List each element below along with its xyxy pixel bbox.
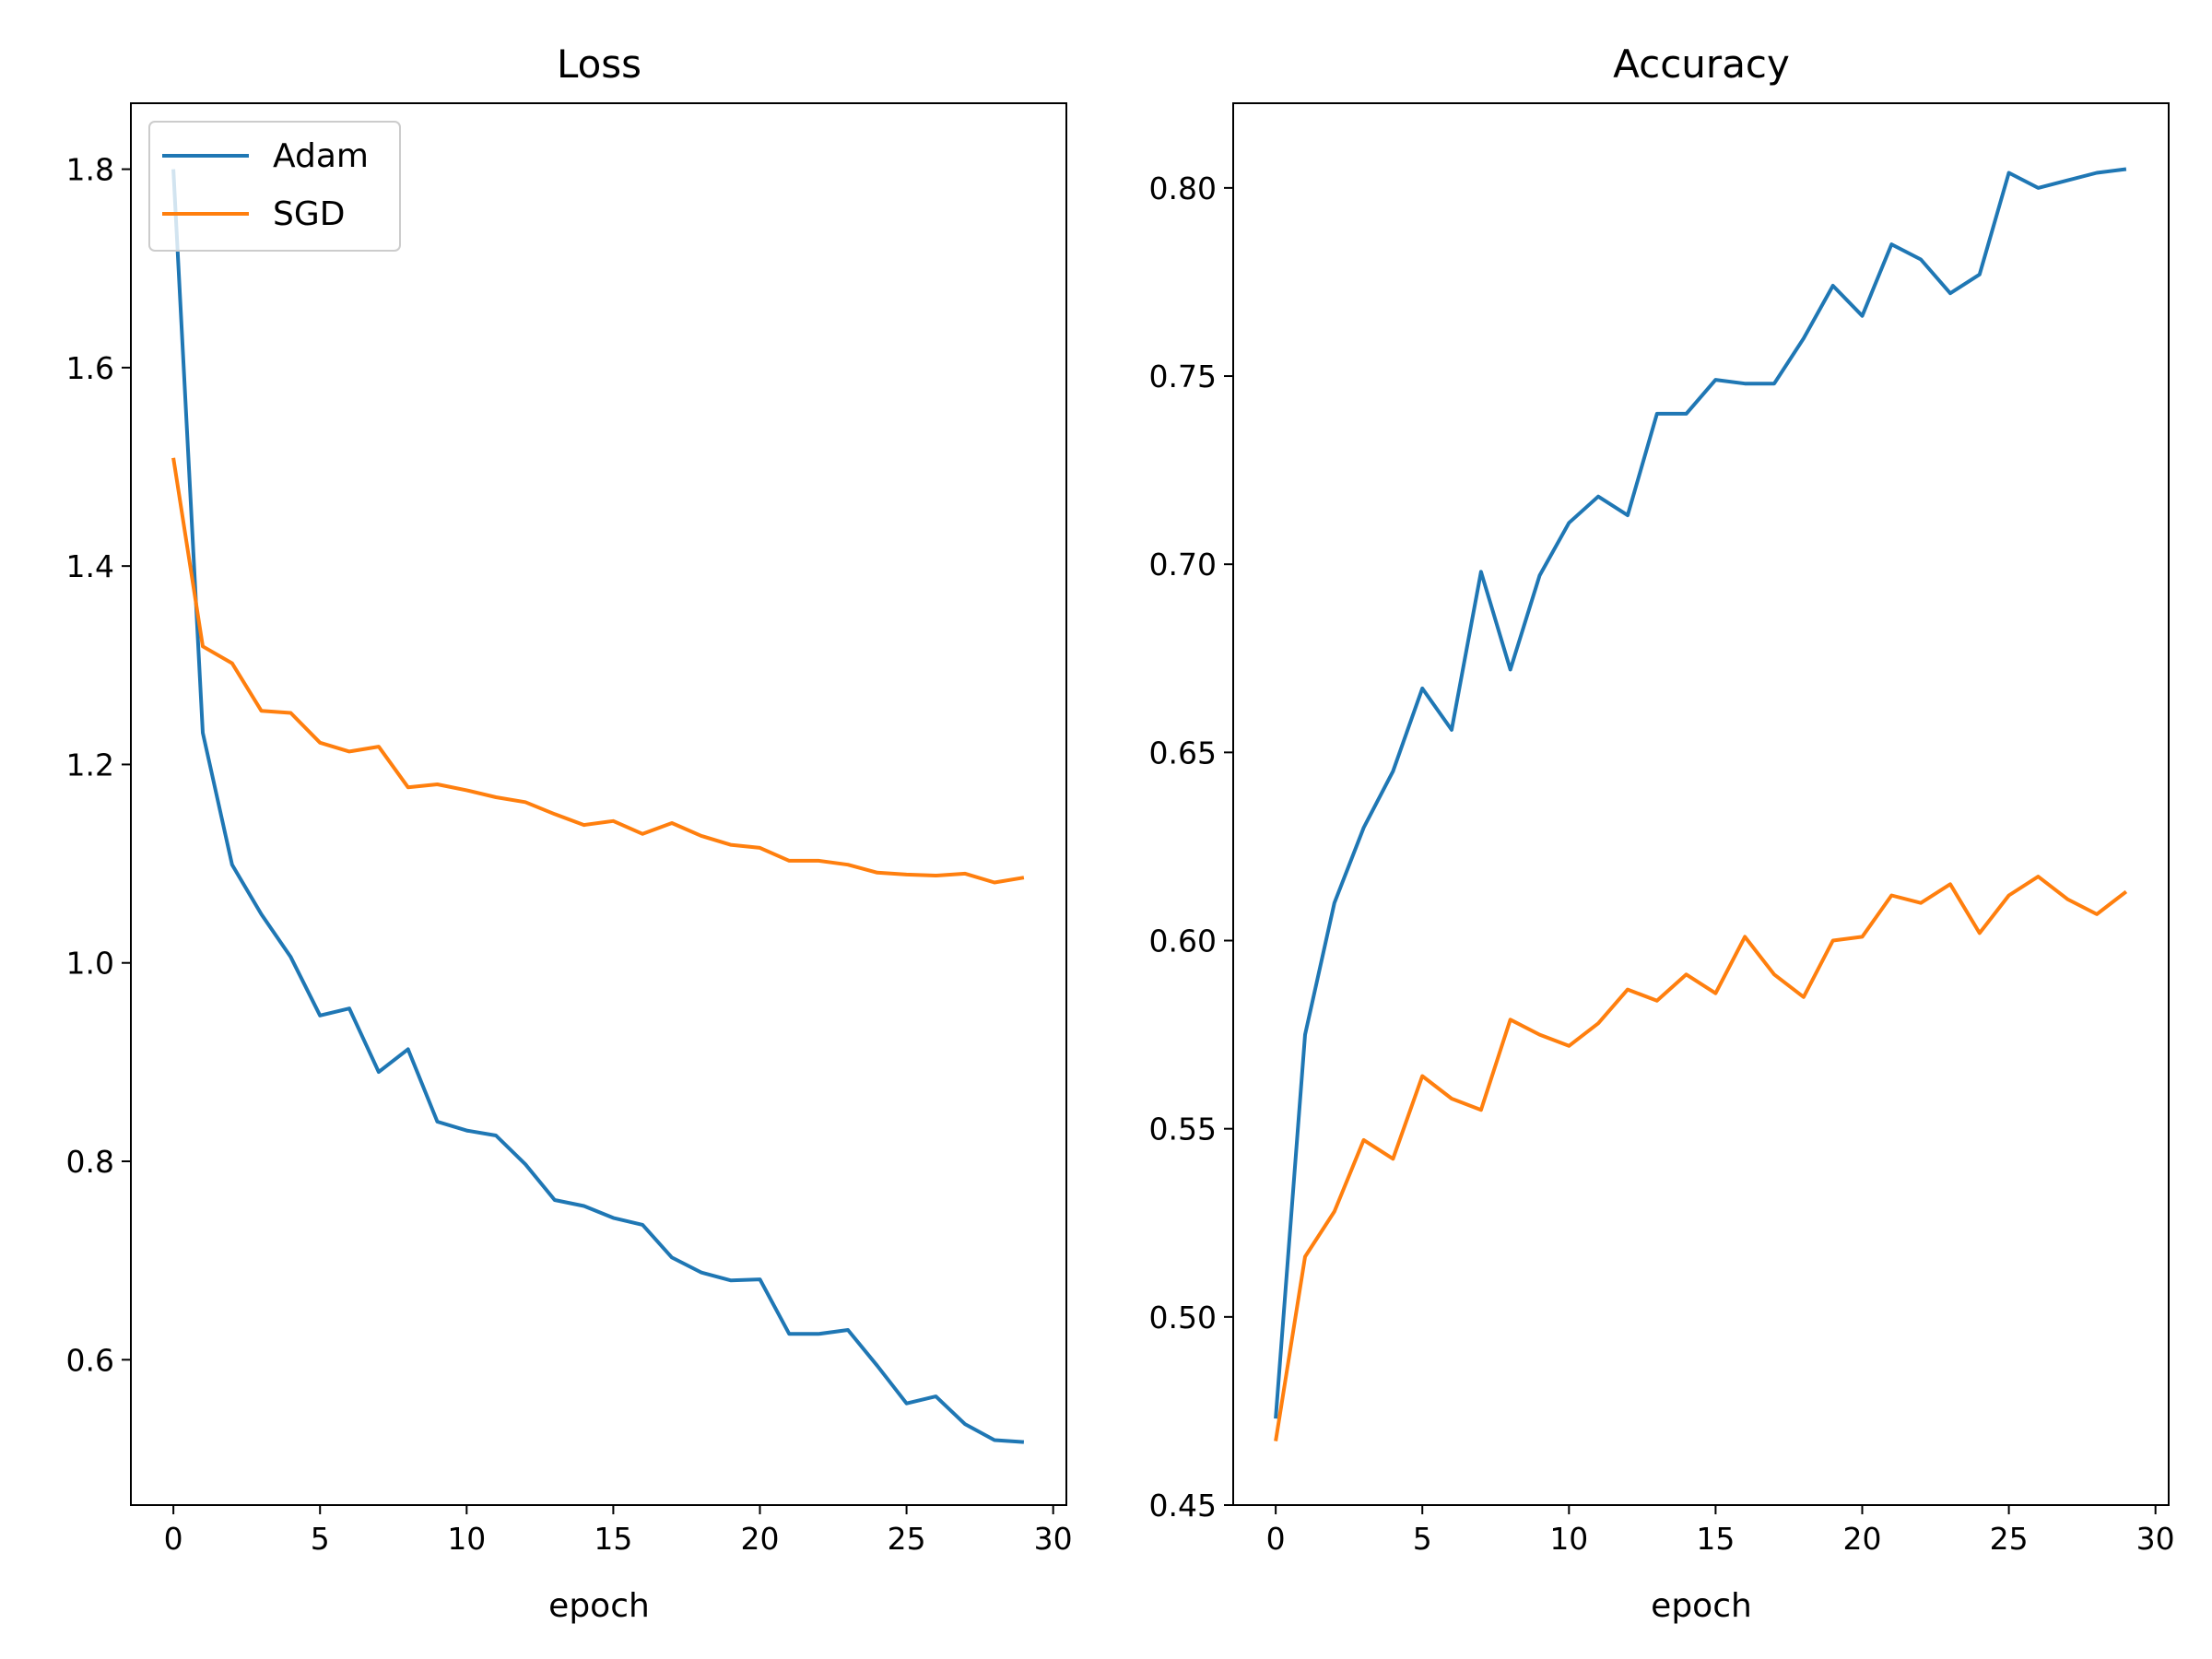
loss-x-tick-label: 25 bbox=[888, 1521, 926, 1557]
accuracy-y-tick-label: 0.50 bbox=[1149, 1300, 1217, 1335]
accuracy-axes-frame bbox=[1232, 102, 2170, 1506]
loss-y-tick-label: 1.0 bbox=[66, 946, 114, 982]
accuracy-x-tick-label: 0 bbox=[1266, 1521, 1286, 1557]
accuracy-y-tick-label: 0.75 bbox=[1149, 359, 1217, 394]
loss-y-tick-label: 1.6 bbox=[66, 350, 114, 386]
accuracy-x-tick-label: 15 bbox=[1696, 1521, 1735, 1557]
accuracy-y-tick-label: 0.65 bbox=[1149, 735, 1217, 771]
loss-series-adam bbox=[171, 169, 1025, 1444]
loss-x-tick-label: 15 bbox=[594, 1521, 632, 1557]
accuracy-y-tick-label: 0.60 bbox=[1149, 924, 1217, 959]
loss-x-ticks: 0 5 10 15 20 25 30 bbox=[164, 1505, 1073, 1557]
accuracy-x-tick-label: 25 bbox=[1990, 1521, 2029, 1557]
loss-x-tick-label: 20 bbox=[741, 1521, 780, 1557]
accuracy-y-tick-label: 0.55 bbox=[1149, 1112, 1217, 1147]
loss-y-tick-label: 1.2 bbox=[66, 747, 114, 782]
loss-title: Loss bbox=[557, 41, 641, 87]
accuracy-x-tick-label: 5 bbox=[1413, 1521, 1432, 1557]
accuracy-y-tick-label: 0.45 bbox=[1149, 1488, 1217, 1524]
loss-x-tick-label: 5 bbox=[311, 1521, 330, 1557]
accuracy-x-axis-label: epoch bbox=[1651, 1587, 1752, 1625]
accuracy-x-tick-label: 20 bbox=[1843, 1521, 1882, 1557]
legend-label-sgd: SGD bbox=[273, 195, 345, 233]
accuracy-series-lines bbox=[1274, 167, 2128, 1441]
accuracy-series-adam bbox=[1274, 167, 2127, 1419]
accuracy-x-ticks: 0 5 10 15 20 25 30 bbox=[1266, 1505, 2175, 1557]
legend-label-adam: Adam bbox=[273, 137, 369, 175]
loss-x-tick-label: 30 bbox=[1034, 1521, 1073, 1557]
loss-legend: Adam SGD bbox=[148, 121, 401, 252]
loss-y-tick-label: 0.8 bbox=[66, 1144, 114, 1180]
accuracy-y-ticks: 0.45 0.50 0.55 0.60 0.65 0.70 0.75 0.80 bbox=[1149, 171, 1233, 1524]
accuracy-x-tick-label: 30 bbox=[2136, 1521, 2175, 1557]
accuracy-panel: Accuracy 0.45 0.50 0.55 0.60 0.65 0.70 0.75 0.8… bbox=[1149, 41, 2175, 1625]
loss-y-ticks: 0.6 0.8 1.0 1.2 1.4 1.6 1.8 bbox=[66, 152, 131, 1378]
loss-x-tick-label: 0 bbox=[164, 1521, 183, 1557]
accuracy-y-tick-label: 0.80 bbox=[1149, 171, 1217, 206]
loss-y-tick-label: 1.8 bbox=[66, 152, 114, 188]
accuracy-x-tick-label: 10 bbox=[1549, 1521, 1588, 1557]
loss-series-lines bbox=[171, 169, 1025, 1444]
loss-y-tick-label: 0.6 bbox=[66, 1342, 114, 1378]
loss-x-tick-label: 10 bbox=[447, 1521, 486, 1557]
accuracy-series-sgd bbox=[1274, 875, 2128, 1441]
accuracy-title: Accuracy bbox=[1613, 41, 1790, 87]
loss-series-sgd bbox=[171, 457, 1025, 885]
loss-axes-frame bbox=[130, 102, 1067, 1506]
loss-x-axis-label: epoch bbox=[548, 1587, 650, 1625]
loss-panel: Loss 0.60.81.01.21.41.61.8 0 5 10 15 20 25 30 … bbox=[66, 41, 1073, 1625]
accuracy-y-tick-label: 0.70 bbox=[1149, 547, 1217, 582]
loss-y-tick-label: 1.4 bbox=[66, 548, 114, 584]
